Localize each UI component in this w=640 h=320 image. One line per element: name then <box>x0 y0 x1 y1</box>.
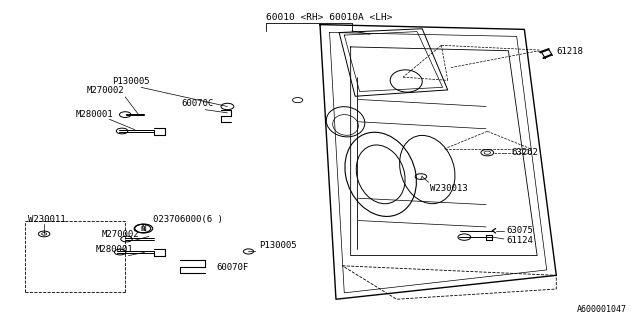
Text: 63075: 63075 <box>506 226 533 235</box>
Text: N: N <box>140 226 145 231</box>
Text: N: N <box>141 224 146 233</box>
Text: 63262: 63262 <box>511 148 538 156</box>
Text: M270002: M270002 <box>102 230 140 239</box>
Text: 61218: 61218 <box>556 46 583 56</box>
Text: A600001047: A600001047 <box>577 305 627 314</box>
Text: M280001: M280001 <box>95 245 133 254</box>
Text: M280001: M280001 <box>76 109 114 119</box>
Text: P130005: P130005 <box>113 77 150 86</box>
Text: 60070C: 60070C <box>181 100 214 108</box>
Text: 60010 <RH> 60010A <LH>: 60010 <RH> 60010A <LH> <box>266 13 392 22</box>
Text: 60070F: 60070F <box>216 262 249 271</box>
Text: W230011: W230011 <box>28 215 65 224</box>
Text: W230013: W230013 <box>430 184 467 193</box>
Text: 023706000(6 ): 023706000(6 ) <box>153 215 223 224</box>
Text: P130005: P130005 <box>259 241 297 250</box>
Text: 61124: 61124 <box>506 236 533 245</box>
Text: M270002: M270002 <box>87 86 125 95</box>
